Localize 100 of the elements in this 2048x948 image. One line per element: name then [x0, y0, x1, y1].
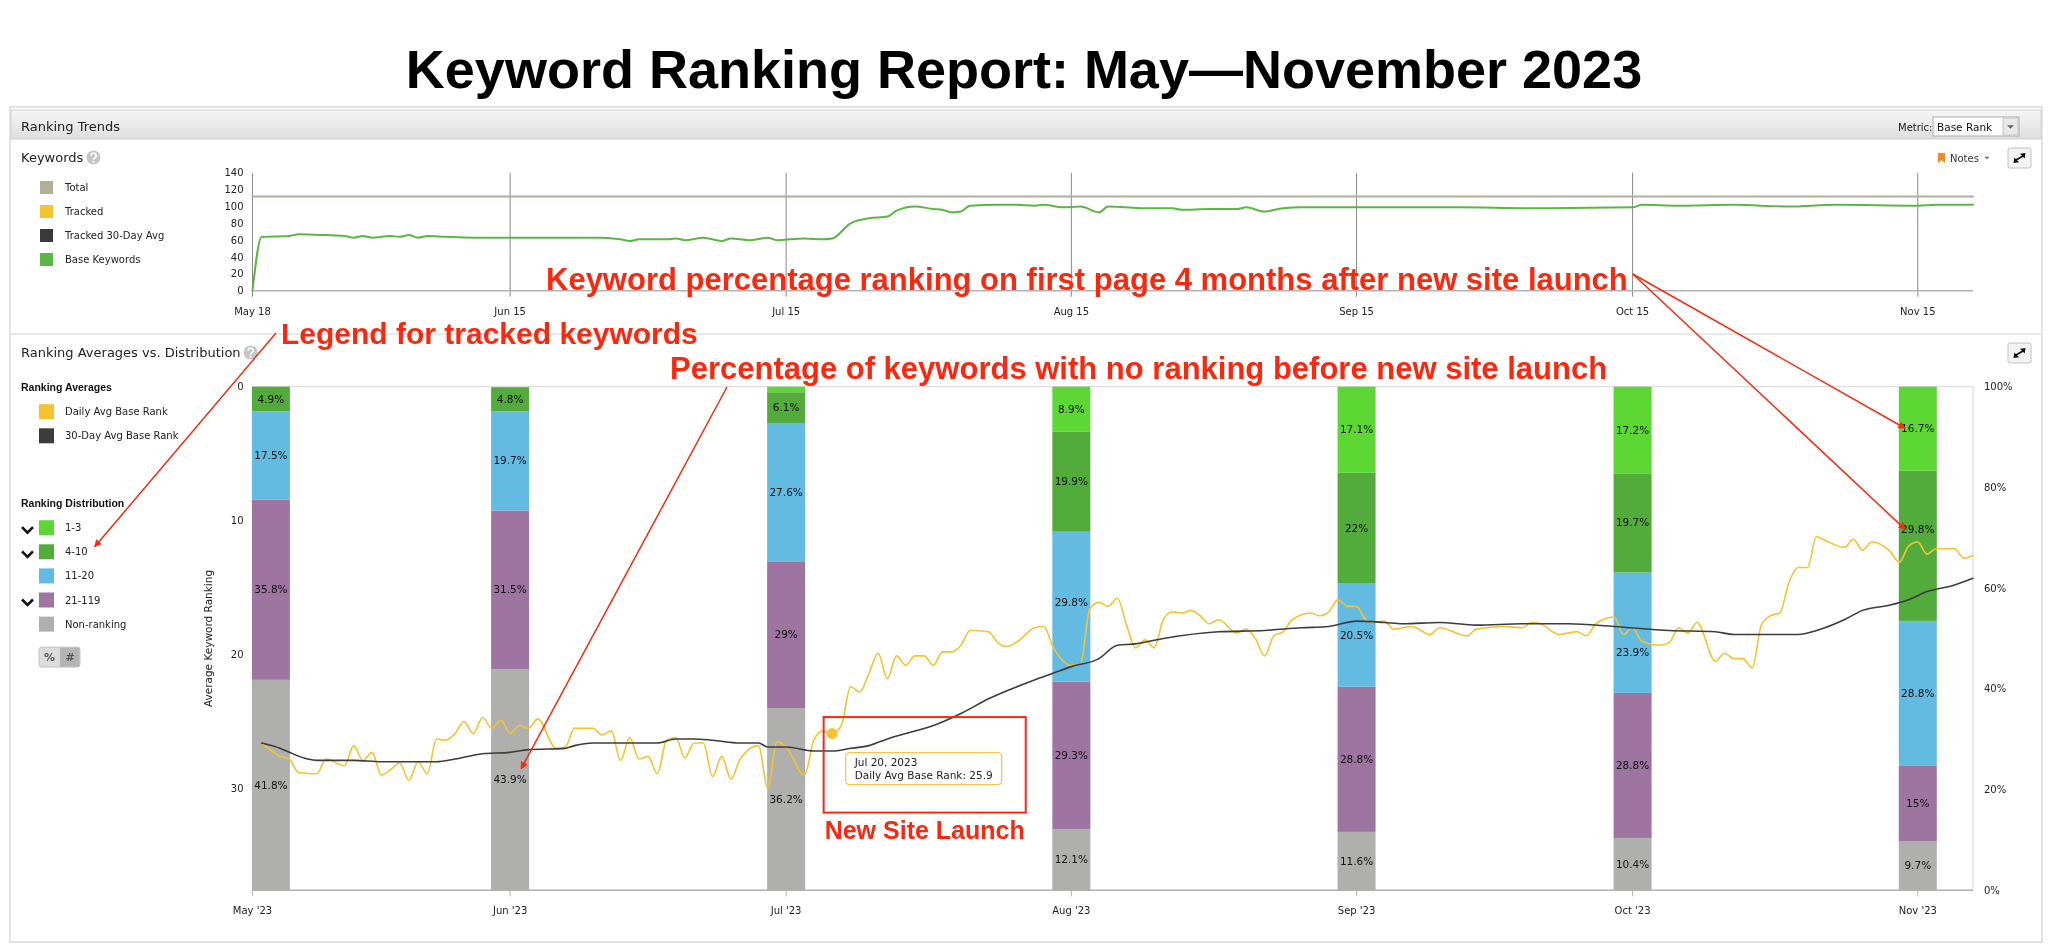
data-label: 22% [1344, 521, 1369, 534]
y-tick-label: 120 [224, 184, 244, 196]
bar [251, 411, 290, 500]
data-label: 28.8% [1901, 686, 1935, 699]
bar [1613, 473, 1652, 573]
x-tick-label: May 18 [234, 306, 271, 317]
data-label: 35.8% [254, 583, 288, 596]
data-label: 28.8% [1615, 758, 1650, 771]
x-tick-label: Jul '23 [769, 905, 802, 916]
data-label: 19.7% [1615, 516, 1650, 529]
data-label: 10.4% [1615, 857, 1650, 870]
y-tick-label: 60 [230, 234, 244, 246]
legend-label: 1-3 [65, 522, 82, 534]
data-label: 28.8% [1339, 752, 1374, 765]
annotation: Keyword percentage ranking on first page 4 months after new site launch [546, 262, 1628, 297]
y-tick-label: 0 [237, 285, 244, 297]
legend-label: 30-Day Avg Base Rank [65, 430, 179, 442]
x-tick-label: Aug 15 [1053, 306, 1090, 317]
chart-title: Keyword Ranking Report: May—November 2023 [405, 39, 1643, 99]
data-label: 17.2% [1615, 423, 1650, 436]
data-label: 36.2% [769, 792, 803, 805]
y2-tick-label: 60% [1984, 582, 2007, 594]
legend-title: Ranking Averages [21, 381, 112, 393]
y2-tick-label: 20% [1984, 784, 2007, 796]
text: Ranking Distribution [21, 497, 125, 509]
x-tick-label: Sep '23 [1337, 905, 1376, 916]
text: Base Rank [1937, 121, 1994, 133]
x-tick-label: Nov 15 [1900, 306, 1936, 317]
legend-label: 11-20 [65, 570, 95, 582]
data-label: 29% [774, 628, 798, 641]
bar [1052, 531, 1091, 682]
text: # [65, 651, 75, 665]
x-tick-label: Oct 15 [1615, 306, 1650, 317]
data-label: 4.8% [496, 392, 524, 405]
bar [251, 499, 290, 680]
bar [767, 422, 806, 562]
data-label: 19.9% [1054, 475, 1089, 488]
x-tick-label: Sep 15 [1339, 306, 1374, 317]
y-tick-label: 140 [224, 167, 244, 179]
text: Ranking Averages vs. Distribution [21, 345, 241, 360]
data-label: 43.9% [493, 773, 527, 786]
text: Percentage of keywords with no ranking before new site launch [670, 351, 1608, 386]
y-tick-label: 0 [237, 381, 244, 393]
y2-tick-label: 80% [1984, 481, 2007, 493]
y-tick-label: 20 [230, 268, 244, 280]
bar [1337, 686, 1376, 832]
legend-label: Non-ranking [65, 618, 127, 630]
data-label: 31.5% [493, 583, 527, 596]
y-tick-label: 30 [230, 783, 244, 795]
y2-tick-label: 0% [1984, 884, 2000, 896]
text: % [43, 651, 56, 665]
data-label: 12.1% [1054, 853, 1089, 866]
data-label: 29.8% [1901, 523, 1935, 536]
bar [491, 510, 530, 670]
y2-tick-label: 100% [1984, 381, 2013, 393]
y2-tick-label: 40% [1984, 683, 2007, 695]
x-tick-label: Aug '23 [1052, 905, 1091, 916]
bar [1898, 470, 1937, 621]
bar [1898, 620, 1937, 766]
text: Keywords [21, 150, 84, 165]
y-tick-label: 100 [224, 200, 244, 212]
data-label: 19.7% [493, 454, 527, 467]
text: Ranking Trends [21, 119, 121, 134]
x-tick-label: Jun 15 [493, 306, 526, 317]
bar [767, 561, 806, 708]
data-label: 17.1% [1339, 423, 1374, 436]
text: Metric: [1898, 122, 1933, 133]
text: Legend for tracked keywords [281, 317, 698, 350]
data-label: 29.8% [1054, 596, 1089, 609]
x-tick-label: Jun '23 [491, 905, 528, 916]
legend-label: Base Keywords [65, 254, 141, 265]
bar [1052, 431, 1091, 532]
data-label: 9.7% [1904, 859, 1932, 872]
data-label: 20.5% [1339, 628, 1374, 641]
legend-label: Tracked [64, 206, 104, 217]
data-label: 8.9% [1058, 402, 1085, 415]
y-tick-label: 10 [230, 515, 244, 527]
legend-label: Total [64, 182, 89, 193]
y-axis-title: Average Keyword Ranking [202, 569, 214, 708]
legend-label: Daily Avg Base Rank [65, 406, 168, 418]
legend-label: 4-10 [65, 546, 88, 558]
legend-label: 21-119 [65, 594, 101, 606]
bar [1337, 472, 1376, 584]
annotation: New Site Launch [824, 815, 1025, 844]
x-tick-label: Nov '23 [1898, 905, 1937, 916]
data-label: 11.6% [1339, 854, 1374, 867]
bar [767, 386, 806, 393]
x-tick-label: Oct '23 [1614, 905, 1651, 916]
data-label: 29.3% [1054, 749, 1089, 762]
data-label: 6.1% [772, 401, 800, 414]
bar [491, 411, 530, 511]
bar [1613, 692, 1652, 838]
y-tick-label: 20 [230, 649, 244, 661]
text: Notes [1950, 153, 1979, 164]
data-label: 4.9% [257, 392, 285, 405]
data-label: 17.5% [254, 448, 288, 461]
y-tick-label: 40 [230, 251, 244, 263]
x-tick-label: Jul 15 [771, 306, 801, 317]
data-label: 27.6% [769, 485, 803, 498]
x-tick-label: May '23 [232, 905, 273, 916]
